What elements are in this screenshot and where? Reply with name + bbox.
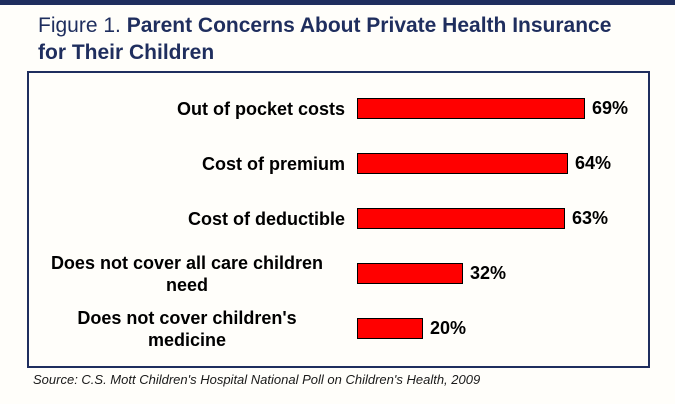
value-label: 32% bbox=[470, 263, 507, 283]
bar-does-not-cover-medicine bbox=[357, 318, 423, 339]
bar-cost-of-deductible bbox=[357, 208, 565, 229]
category-label: Cost of premium bbox=[29, 153, 345, 175]
category-label-line: Does not cover all care children bbox=[50, 252, 324, 273]
bar-row-out-of-pocket-costs: Out of pocket costs 69% bbox=[29, 81, 648, 136]
value-label: 69% bbox=[592, 98, 629, 118]
bar-row-does-not-cover-medicine: Does not cover children's medicine 20% bbox=[29, 301, 648, 356]
category-label: Out of pocket costs bbox=[29, 98, 345, 120]
category-label-line: Out of pocket costs bbox=[176, 98, 345, 119]
figure-number: Figure 1. bbox=[38, 14, 127, 37]
bar-does-not-cover-all-care bbox=[357, 263, 463, 284]
category-label: Does not cover children's medicine bbox=[29, 307, 345, 351]
category-label-line: Cost of premium bbox=[201, 153, 345, 174]
chart-area: Out of pocket costs 69% Cost of premium … bbox=[27, 71, 650, 368]
value-label: 63% bbox=[572, 208, 609, 228]
figure-title-text: Parent Concerns About Private Health Ins… bbox=[38, 14, 612, 64]
category-label-line: need bbox=[165, 274, 208, 295]
category-label-line: Does not cover children's bbox=[77, 307, 297, 328]
bar-row-does-not-cover-all-care: Does not cover all care children need 32… bbox=[29, 246, 648, 301]
category-label: Does not cover all care children need bbox=[29, 252, 345, 296]
bar-cost-of-premium bbox=[357, 153, 568, 174]
category-label-line: Cost of deductible bbox=[188, 208, 345, 229]
bar-row-cost-of-premium: Cost of premium 64% bbox=[29, 136, 648, 191]
category-label: Cost of deductible bbox=[29, 208, 345, 230]
value-label: 64% bbox=[575, 153, 612, 173]
category-label-line: medicine bbox=[147, 329, 227, 350]
bar-row-cost-of-deductible: Cost of deductible 63% bbox=[29, 191, 648, 246]
top-rule bbox=[0, 0, 675, 5]
figure-title: Figure 1. Parent Concerns About Private … bbox=[38, 12, 628, 66]
source-note: Source: C.S. Mott Children's Hospital Na… bbox=[33, 372, 481, 387]
bar-out-of-pocket-costs bbox=[357, 98, 585, 119]
value-label: 20% bbox=[430, 318, 467, 338]
